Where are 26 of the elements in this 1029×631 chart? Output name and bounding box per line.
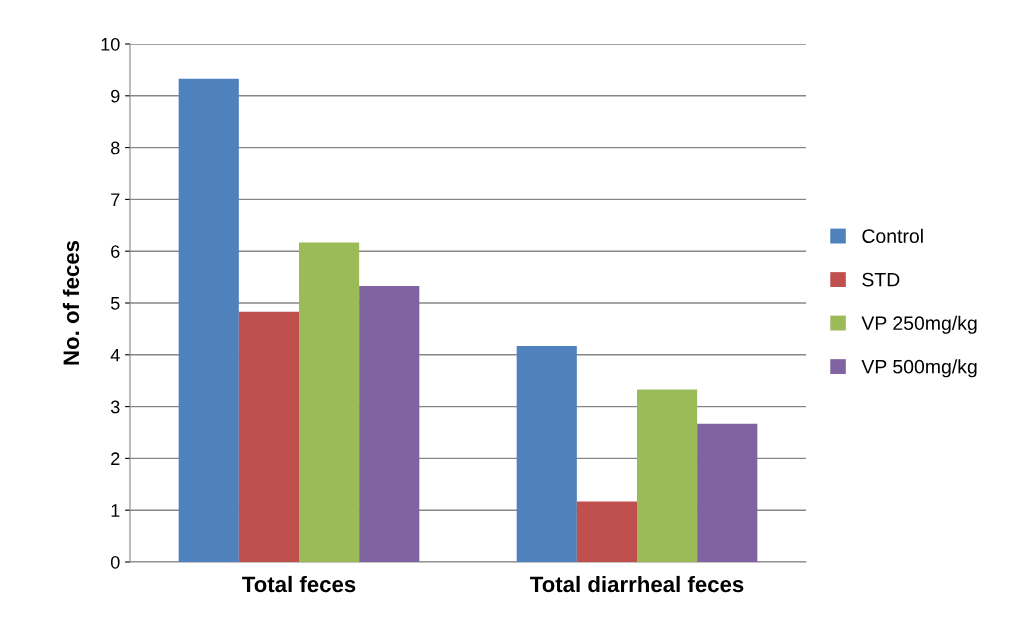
legend-label: STD xyxy=(862,272,900,287)
legend-label: Control xyxy=(862,228,923,244)
y-tick-label: 1 xyxy=(111,504,120,517)
bar xyxy=(238,311,299,562)
y-tick-label: 4 xyxy=(110,348,120,362)
y-tick-label: 5 xyxy=(110,297,120,310)
bar xyxy=(359,285,420,562)
y-axis-title: No. of feces xyxy=(62,240,80,365)
y-tick-label: 9 xyxy=(111,89,120,103)
legend-label: VP 500mg/kg xyxy=(861,359,977,378)
y-tick-label: 8 xyxy=(111,141,120,155)
legend-label: VP 250mg/kg xyxy=(861,315,977,334)
y-tick-label: 10 xyxy=(101,37,120,51)
y-tick-label: 6 xyxy=(111,245,120,258)
bar xyxy=(178,78,239,562)
y-tick-label: 7 xyxy=(111,193,120,206)
bar xyxy=(516,345,577,562)
x-tick-label: Total diarrheal feces xyxy=(530,575,744,593)
x-tick-label: Total feces xyxy=(242,575,356,593)
y-tick-label: 0 xyxy=(110,555,120,569)
bar xyxy=(697,423,758,562)
bar xyxy=(299,242,360,562)
bar xyxy=(637,389,698,562)
y-tick-label: 3 xyxy=(110,400,120,414)
y-tick-label: 2 xyxy=(111,452,120,465)
bar xyxy=(576,501,637,562)
